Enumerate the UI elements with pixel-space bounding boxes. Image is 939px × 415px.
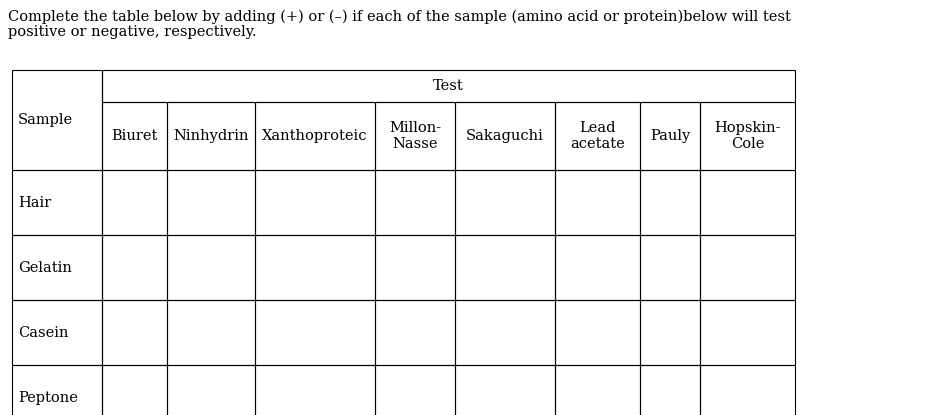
Bar (375, 170, 455, 235)
Text: Pauly: Pauly (650, 129, 690, 143)
Bar (640, 365, 700, 415)
Bar (555, 170, 640, 235)
Bar (375, 365, 455, 415)
Bar (700, 235, 795, 300)
Bar (640, 235, 700, 300)
Bar (700, 300, 795, 365)
Bar (375, 235, 455, 300)
Bar (555, 235, 640, 300)
Bar (12, 170, 102, 235)
Text: positive or negative, respectively.: positive or negative, respectively. (8, 25, 256, 39)
Text: Millon-
Nasse: Millon- Nasse (389, 121, 441, 151)
Bar (102, 235, 167, 300)
Bar (455, 170, 555, 235)
Bar (255, 235, 375, 300)
Bar (12, 235, 102, 300)
Bar (455, 300, 555, 365)
Bar (255, 102, 375, 170)
Bar (255, 170, 375, 235)
Bar (167, 170, 255, 235)
Text: Lead
acetate: Lead acetate (570, 121, 624, 151)
Bar (700, 365, 795, 415)
Text: Xanthoproteic: Xanthoproteic (262, 129, 368, 143)
Text: Peptone: Peptone (18, 391, 78, 405)
Bar (102, 70, 795, 102)
Bar (102, 300, 167, 365)
Text: Sample: Sample (18, 113, 73, 127)
Bar (455, 102, 555, 170)
Bar (12, 365, 102, 415)
Text: Complete the table below by adding (+) or (–) if each of the sample (amino acid : Complete the table below by adding (+) o… (8, 10, 791, 24)
Bar (167, 235, 255, 300)
Bar (455, 365, 555, 415)
Bar (700, 170, 795, 235)
Bar (555, 300, 640, 365)
Bar (640, 170, 700, 235)
Text: Sakaguchi: Sakaguchi (466, 129, 544, 143)
Bar (12, 300, 102, 365)
Bar (102, 365, 167, 415)
Bar (255, 365, 375, 415)
Bar (555, 365, 640, 415)
Bar (167, 102, 255, 170)
Text: Ninhydrin: Ninhydrin (174, 129, 249, 143)
Bar (375, 300, 455, 365)
Bar (102, 170, 167, 235)
Text: Hair: Hair (18, 195, 52, 210)
Text: Biuret: Biuret (112, 129, 158, 143)
Text: Gelatin: Gelatin (18, 261, 72, 274)
Bar (455, 235, 555, 300)
Text: Test: Test (433, 79, 464, 93)
Text: Casein: Casein (18, 325, 69, 339)
Bar (167, 300, 255, 365)
Bar (102, 102, 167, 170)
Bar (255, 300, 375, 365)
Bar (640, 300, 700, 365)
Bar (167, 365, 255, 415)
Bar (375, 102, 455, 170)
Text: Hopskin-
Cole: Hopskin- Cole (715, 121, 780, 151)
Bar (12, 70, 102, 170)
Bar (555, 102, 640, 170)
Bar (700, 102, 795, 170)
Bar (640, 102, 700, 170)
